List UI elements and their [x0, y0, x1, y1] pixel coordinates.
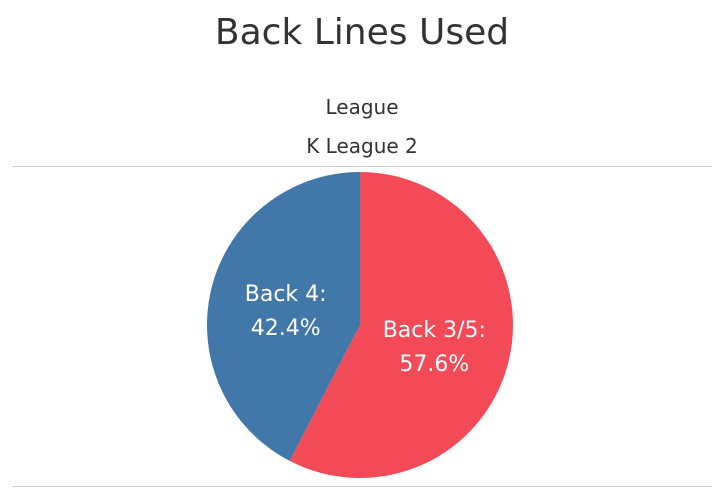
slice-label-name: Back 3/5: [383, 318, 486, 343]
header-value: K League 2 [306, 134, 418, 158]
slice-label-percent: 57.6% [399, 352, 469, 377]
pie-slice-back-4 [207, 172, 360, 461]
slice-label-name: Back 4: [245, 282, 327, 307]
header-divider [12, 166, 712, 167]
header-label: League [325, 95, 399, 119]
chart-title: Back Lines Used [214, 12, 510, 53]
pie-slice-back-3-5 [289, 172, 513, 479]
slice-label-percent: 42.4% [251, 316, 321, 341]
footer-divider [12, 486, 712, 487]
